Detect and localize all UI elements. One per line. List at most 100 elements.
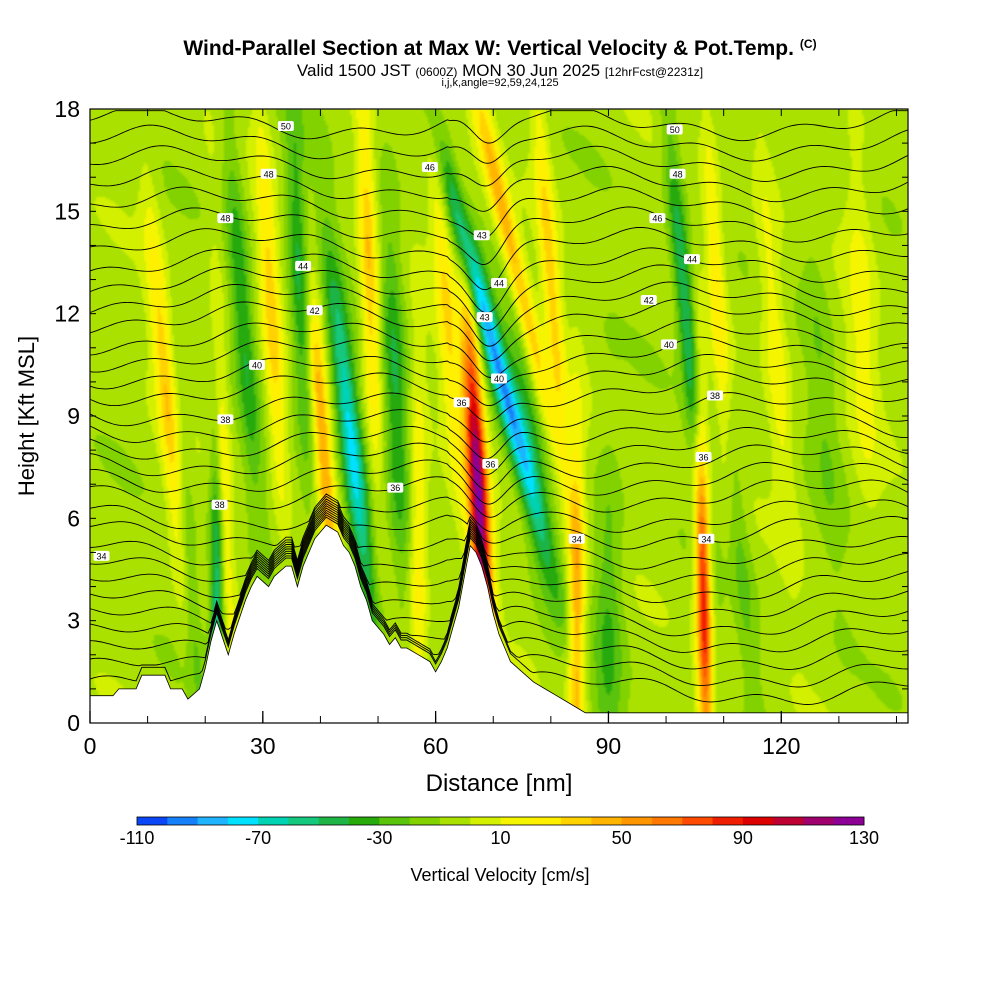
isentrope-line-31: [90, 110, 908, 144]
y-tick-label: 9: [67, 403, 80, 429]
colorbar-segment-16: [621, 817, 653, 825]
isentrope-line-1: [90, 514, 908, 688]
contour-label-bg-2: [217, 213, 234, 224]
colorbar-segment-19: [712, 817, 744, 825]
isentrope-line-12: [90, 459, 908, 505]
terrain-mask: [90, 524, 908, 723]
x-tick-label: 60: [423, 733, 449, 759]
colorbar-segment-14: [561, 817, 592, 825]
isentrope-line-2: [90, 512, 908, 670]
isentrope-line-22: [90, 281, 908, 347]
y-tick-label: 15: [54, 198, 80, 224]
colorbar-segment-11: [470, 817, 501, 825]
contour-label-24: 40: [664, 340, 674, 350]
contour-label-bg-1: [260, 168, 277, 179]
contour-label-bg-3: [295, 260, 312, 271]
colorbar-segment-20: [742, 817, 774, 825]
colorbar-segment-15: [591, 817, 623, 825]
contour-label-bg-16: [387, 482, 404, 493]
isentrope-line-9: [90, 495, 908, 550]
isentrope-line-29: [90, 145, 908, 187]
isentrope-line-4: [90, 507, 908, 637]
isentrope-line-14: [90, 425, 908, 476]
contour-label-16: 36: [390, 483, 400, 493]
y-tick-label: 6: [67, 505, 80, 531]
colorbar-segment-17: [651, 817, 683, 825]
contour-label-5: 40: [252, 360, 262, 370]
chart-title: Wind-Parallel Section at Max W: Vertical…: [0, 37, 1000, 61]
isentrope-line-27: [90, 186, 908, 239]
colorbar-segment-13: [530, 817, 562, 825]
isentrope-line-10: [90, 493, 908, 533]
colorbar-segment-7: [349, 817, 380, 825]
contour-label-bg-24: [660, 339, 677, 350]
colorbar-tick-label: -110: [120, 828, 155, 848]
contour-label-18: 34: [701, 534, 711, 544]
isentrope-line-23: [90, 264, 908, 331]
colorbar-segment-0: [137, 817, 168, 825]
contour-label-1: 48: [264, 169, 274, 179]
x-axis-label: Distance [nm]: [426, 770, 573, 797]
colorbar-segment-8: [379, 817, 411, 825]
isentrope-line-28: [90, 165, 908, 212]
colorbar-segment-6: [318, 817, 350, 825]
contour-label-bg-14: [453, 397, 470, 408]
isentrope-line-30: [90, 124, 908, 164]
y-tick-label: 0: [67, 710, 80, 736]
contour-label-20: 48: [673, 169, 683, 179]
contour-label-bg-20: [669, 168, 686, 179]
colorbar-segment-9: [409, 817, 441, 825]
contour-label-bg-9: [421, 161, 438, 172]
colorbar-segment-22: [803, 817, 835, 825]
contour-label-26: 36: [698, 452, 708, 462]
y-axis-label: Height [Kft MSL]: [14, 336, 39, 496]
x-tick-label: 0: [84, 733, 97, 759]
isentrope-line-15: [90, 409, 908, 460]
valid-time-jst: Valid 1500 JST: [296, 61, 411, 80]
contour-label-2: 48: [220, 214, 230, 224]
valid-time-utc: (0600Z): [415, 65, 458, 79]
valid-date: MON 30 Jun 2025: [462, 61, 601, 80]
section-indices: i,j,k,angle=92,59,24,125: [441, 77, 559, 89]
contour-label-bg-25: [707, 390, 724, 401]
contour-label-bg-21: [649, 213, 666, 224]
contour-label-3: 44: [298, 261, 308, 271]
contour-label-23: 42: [644, 296, 654, 306]
contour-label-bg-13: [491, 373, 507, 384]
colorbar-segment-5: [288, 817, 320, 825]
contour-label-bg-10: [473, 230, 490, 241]
contour-label-17: 34: [572, 534, 582, 544]
colorbar-label: Vertical Velocity [cm/s]: [410, 865, 589, 885]
contour-label-bg-22: [683, 254, 700, 265]
contour-label-bg-26: [695, 451, 712, 462]
contour-label-4: 42: [310, 306, 320, 316]
colorbar-segment-21: [773, 817, 804, 825]
colorbar-tick-label: 90: [733, 828, 753, 848]
isentrope-line-21: [90, 298, 908, 362]
contour-label-bg-15: [482, 458, 499, 469]
contour-label-bg-7: [211, 499, 228, 510]
contour-label-22: 44: [687, 255, 697, 265]
contour-label-10: 43: [477, 231, 487, 241]
isentrope-line-13: [90, 442, 908, 491]
colorbar-segment-3: [227, 817, 259, 825]
contour-label-bg-4: [306, 305, 323, 316]
colorbar-segment-2: [197, 817, 229, 825]
contour-label-0: 50: [281, 122, 291, 132]
contour-label-bg-0: [277, 121, 294, 132]
colorbar-segment-1: [167, 817, 198, 825]
y-tick-label: 12: [54, 301, 80, 327]
isentrope-line-3: [90, 509, 908, 653]
colorbar-segment-4: [258, 817, 289, 825]
isentrope-line-0: [90, 516, 908, 705]
title-tag: (C): [799, 37, 817, 51]
contour-label-bg-23: [640, 295, 657, 306]
isentrope-line-24: [90, 247, 908, 314]
contour-label-13: 40: [494, 374, 504, 384]
contour-label-12: 43: [480, 313, 490, 323]
contour-label-bg-17: [568, 533, 585, 544]
colorbar-tick-label: -30: [366, 828, 392, 848]
colorbar-tick-label: 50: [612, 828, 632, 848]
